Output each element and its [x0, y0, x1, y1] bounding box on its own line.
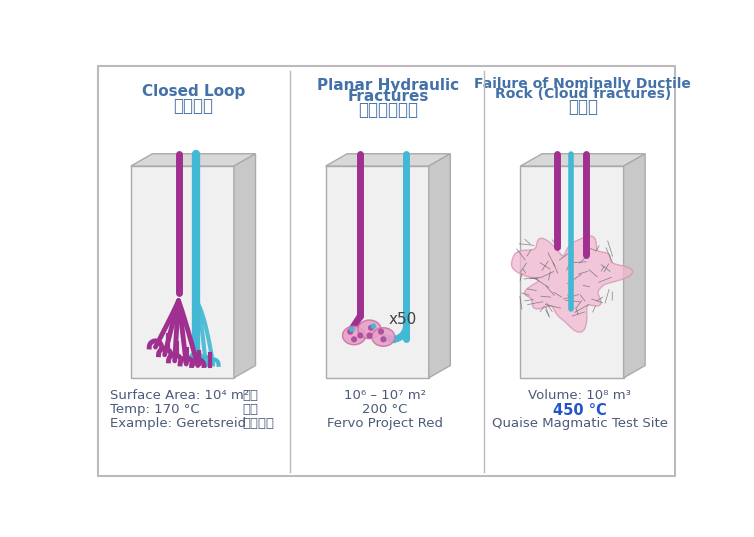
Circle shape [357, 332, 363, 338]
Circle shape [368, 325, 374, 331]
Ellipse shape [342, 326, 366, 345]
Text: 平面水力裂隚: 平面水力裂隚 [358, 100, 418, 119]
Circle shape [366, 332, 372, 338]
Text: 10⁶ – 10⁷ m²: 10⁶ – 10⁷ m² [344, 389, 426, 402]
Text: 450 °C: 450 °C [553, 403, 606, 418]
Polygon shape [429, 154, 450, 378]
Text: Planar Hydraulic: Planar Hydraulic [317, 78, 459, 93]
Text: Temp: 170 °C: Temp: 170 °C [110, 403, 200, 416]
Text: 闭环系统: 闭环系统 [173, 97, 213, 115]
Text: Quaise Magmatic Test Site: Quaise Magmatic Test Site [492, 417, 668, 430]
Text: Fervo Project Red: Fervo Project Red [327, 417, 443, 430]
Circle shape [380, 336, 386, 343]
Text: Surface Area: 10⁴ m²: Surface Area: 10⁴ m² [110, 389, 249, 402]
Text: Volume: 10⁸ m³: Volume: 10⁸ m³ [529, 389, 631, 402]
Text: Closed Loop: Closed Loop [142, 84, 245, 99]
Text: Rock (Cloud fractures): Rock (Cloud fractures) [495, 87, 671, 101]
Text: 占地: 占地 [243, 389, 259, 402]
Polygon shape [326, 154, 450, 166]
Polygon shape [520, 166, 624, 378]
Polygon shape [234, 154, 256, 378]
Text: 云裂隚: 云裂隚 [568, 98, 598, 117]
Text: 项目地点: 项目地点 [243, 417, 274, 430]
Circle shape [371, 324, 376, 329]
Circle shape [349, 326, 354, 332]
Polygon shape [326, 166, 429, 378]
Text: 200 °C: 200 °C [362, 403, 408, 416]
Polygon shape [624, 154, 645, 378]
Polygon shape [520, 154, 645, 166]
Ellipse shape [358, 320, 381, 338]
Text: 温度: 温度 [243, 403, 259, 416]
Text: Example: Geretsreid: Example: Geretsreid [110, 417, 246, 430]
Ellipse shape [372, 328, 395, 346]
Polygon shape [130, 166, 234, 378]
Polygon shape [511, 236, 633, 332]
Text: Fractures: Fractures [348, 89, 429, 104]
Text: x50: x50 [389, 312, 417, 327]
Circle shape [347, 329, 354, 335]
Circle shape [378, 329, 384, 335]
Text: Failure of Nominally Ductile: Failure of Nominally Ductile [474, 77, 691, 91]
Polygon shape [130, 154, 256, 166]
Circle shape [351, 336, 357, 343]
